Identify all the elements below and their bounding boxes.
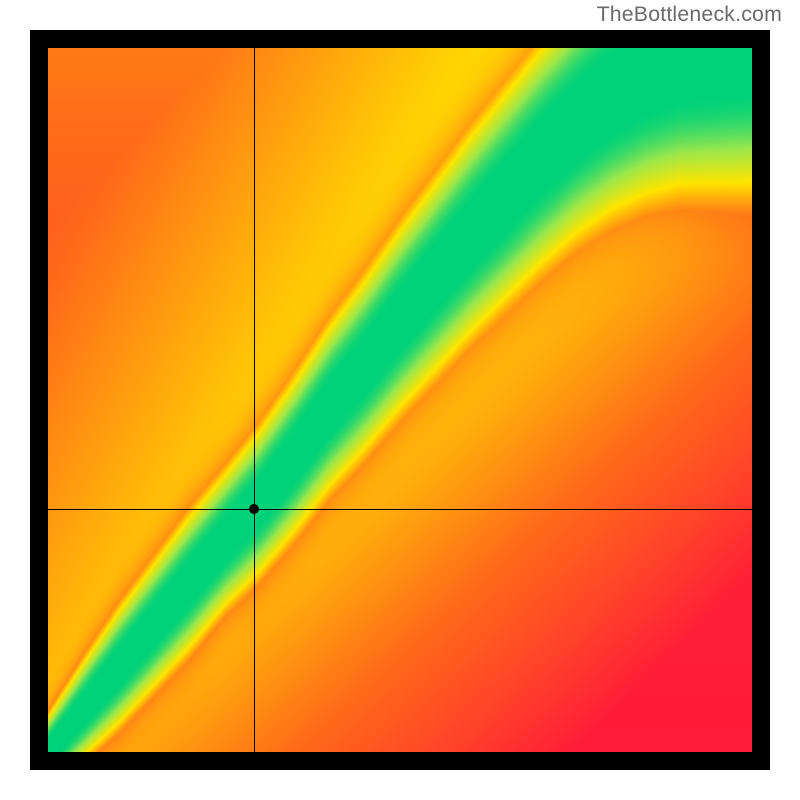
- plot-frame: [30, 30, 770, 770]
- watermark-text: TheBottleneck.com: [597, 2, 782, 27]
- chart-container: TheBottleneck.com: [0, 0, 800, 800]
- plot-inner: [48, 48, 752, 752]
- marker-dot: [249, 504, 259, 514]
- crosshair-vertical: [254, 48, 255, 752]
- bottleneck-heatmap: [48, 48, 752, 752]
- crosshair-horizontal: [48, 509, 752, 510]
